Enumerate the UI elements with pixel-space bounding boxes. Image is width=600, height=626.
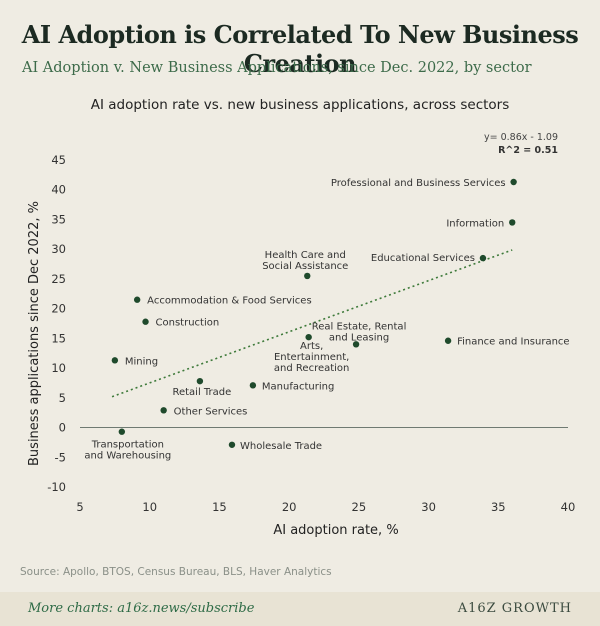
point-label: Finance and Insurance	[457, 337, 570, 348]
data-point	[196, 377, 204, 385]
y-tick-label: -5	[55, 450, 66, 464]
data-point	[118, 428, 126, 435]
data-point	[160, 407, 167, 414]
y-tick-label: 5	[59, 391, 66, 405]
x-tick-label: 20	[282, 500, 297, 514]
x-tick-label: 40	[561, 500, 576, 514]
page-subtitle: AI Adoption v. New Business Applications…	[22, 60, 532, 76]
trendline-equation: y= 0.86x - 1.09	[484, 132, 558, 143]
more-charts-link[interactable]: More charts: a16z.news/subscribe	[28, 601, 255, 616]
point-label: Professional and Business Services	[331, 178, 506, 189]
data-point	[509, 219, 516, 226]
data-point	[479, 254, 487, 262]
data-point	[228, 441, 236, 448]
data-point	[111, 357, 119, 364]
y-tick-label: -10	[47, 480, 66, 494]
x-tick-label: 30	[421, 500, 436, 514]
point-label: Educational Services	[371, 253, 475, 264]
chart-title: AI adoption rate vs. new business applic…	[90, 97, 510, 113]
point-label: Health Care and Social Assistance	[262, 250, 348, 272]
point-label: Accommodation & Food Services	[147, 296, 312, 307]
data-point	[444, 337, 452, 344]
point-label: Wholesale Trade	[240, 441, 322, 452]
data-point	[133, 296, 141, 303]
trendline	[111, 249, 513, 398]
point-label: Mining	[125, 356, 158, 367]
point-label: Real Estate, Rental and Leasing	[312, 321, 407, 343]
data-point	[249, 382, 257, 389]
point-label: Retail Trade	[172, 387, 231, 398]
y-tick-label: 15	[51, 331, 66, 345]
x-tick-label: 5	[76, 500, 83, 514]
y-tick-label: 25	[51, 272, 66, 286]
trendline-r2: R^2 = 0.51	[498, 145, 558, 156]
point-label: Arts, Entertainment, and Recreation	[274, 341, 349, 374]
point-label: Information	[446, 218, 504, 229]
page-title: AI Adoption is Correlated To New Busines…	[21, 20, 579, 78]
data-point	[510, 178, 517, 186]
x-tick-label: 15	[212, 500, 227, 514]
trendline-equation-box: y= 0.86x - 1.09 R^2 = 0.51	[484, 131, 558, 157]
point-label: Construction	[156, 318, 220, 329]
y-tick-label: 10	[51, 361, 66, 375]
y-tick-label: 20	[51, 302, 66, 316]
data-point	[304, 272, 311, 280]
x-tick-label: 25	[352, 500, 367, 514]
y-tick-label: 35	[51, 212, 66, 226]
data-point	[352, 341, 360, 348]
footer-bar: More charts: a16z.news/subscribe A16Z GR…	[0, 592, 600, 626]
x-tick-label: 10	[142, 500, 157, 514]
x-tick-label: 35	[491, 500, 506, 514]
point-label: Manufacturing	[262, 381, 334, 392]
y-tick-label: 40	[51, 183, 66, 197]
y-axis-label: Business applications since Dec 2022, %	[27, 201, 42, 466]
point-label: Other Services	[174, 406, 248, 417]
x-axis-label: AI adoption rate, %	[273, 523, 398, 538]
point-label: Transportation and Warehousing	[84, 440, 171, 462]
y-tick-label: 0	[59, 421, 66, 435]
data-point	[142, 318, 149, 325]
source-note: Source: Apollo, BTOS, Census Bureau, BLS…	[20, 566, 332, 578]
data-point	[305, 333, 312, 341]
y-tick-label: 30	[51, 242, 66, 256]
brand-logo: A16Z GROWTH	[457, 601, 572, 616]
y-tick-label: 45	[51, 153, 66, 167]
